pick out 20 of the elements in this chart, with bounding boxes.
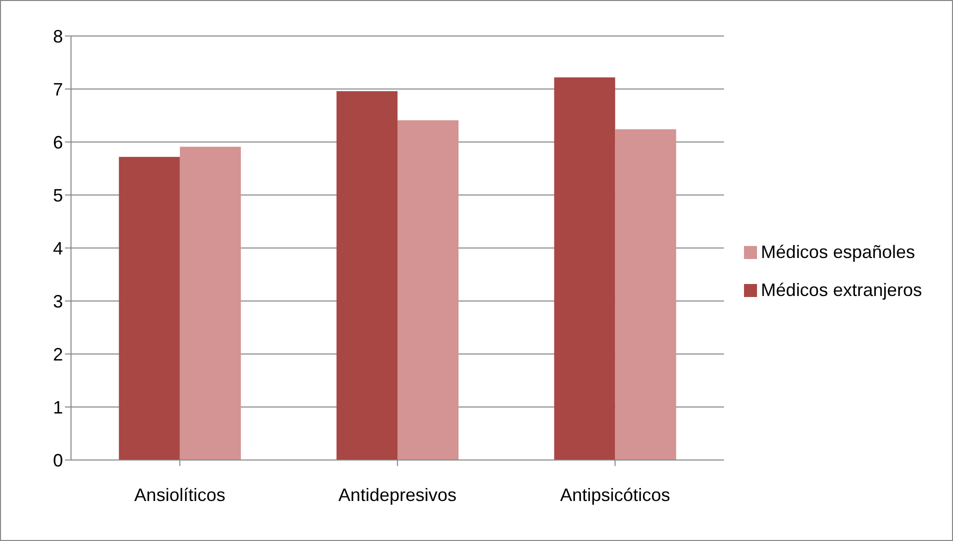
y-tick-label: 7 (52, 79, 63, 100)
bar (398, 120, 459, 460)
bar (180, 146, 241, 460)
y-tick-label: 5 (52, 185, 63, 206)
y-tick-label: 4 (52, 238, 63, 258)
x-tick-label: Antipsicóticos (560, 484, 670, 505)
bar (554, 77, 616, 460)
y-tick-label: 0 (52, 450, 63, 470)
x-tick-label: Ansiolíticos (134, 484, 226, 505)
x-tick-label: Antidepresivos (338, 484, 456, 505)
y-tick-label: 3 (52, 291, 63, 312)
bar (336, 91, 398, 460)
y-tick-label: 1 (52, 397, 63, 418)
legend-label: Médicos extranjeros (760, 280, 922, 300)
bar (118, 156, 180, 460)
bar (615, 129, 676, 460)
y-tick-label: 6 (52, 132, 63, 152)
y-tick-label: 2 (52, 344, 63, 364)
y-tick-label: 8 (52, 26, 63, 46)
legend-label: Médicos españoles (760, 242, 916, 262)
